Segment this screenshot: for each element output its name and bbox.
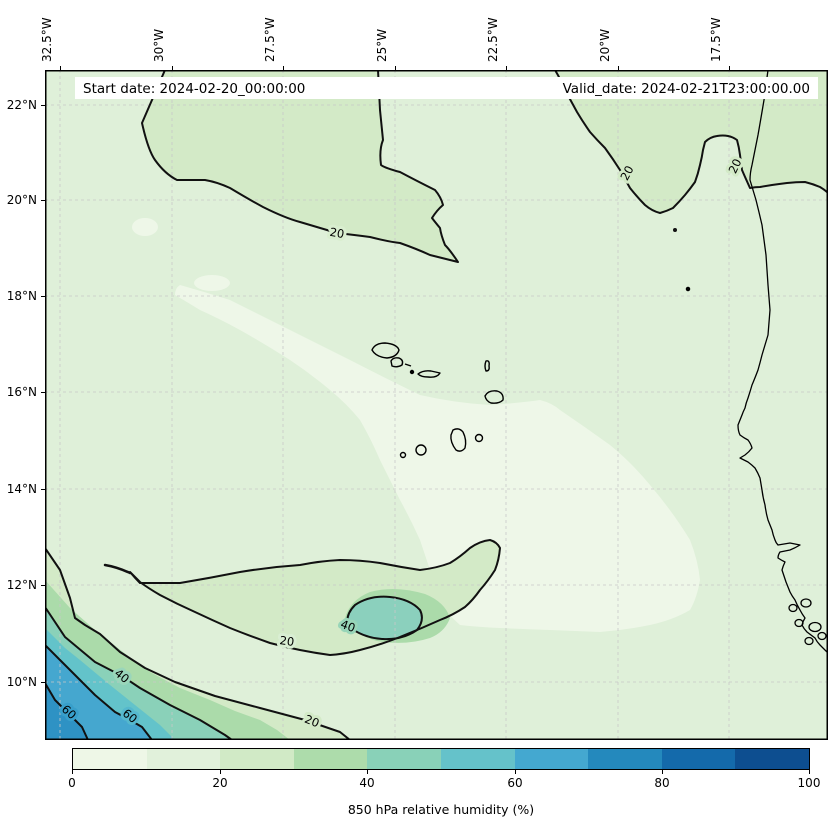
y-axis-tick-label: 12°N [6, 578, 37, 592]
cape-verde-islands [371, 342, 504, 459]
map-frame [45, 70, 828, 740]
colorbar-segment [293, 749, 368, 769]
x-tickmark [618, 66, 619, 70]
colorbar-tickmark [662, 770, 663, 774]
start-date-text: Start date: 2024-02-20_00:00:00 [83, 81, 305, 97]
x-tickmark [172, 66, 173, 70]
y-tickmark [41, 200, 45, 201]
valid-date-text: Valid_date: 2024-02-21T23:00:00.00 [563, 81, 810, 97]
colorbar-tick-label: 20 [212, 776, 228, 790]
colorbar-tick-label: 0 [68, 776, 76, 790]
x-tickmark [283, 66, 284, 70]
date-banner [75, 77, 818, 99]
colorbar [72, 748, 810, 770]
colorbar-tickmark [220, 770, 221, 774]
colorbar-segment [146, 749, 221, 769]
x-tickmark [729, 66, 730, 70]
map-panel: 20 20 20 20 40 20 40 60 60 Start date: 2… [44, 69, 829, 741]
colorbar-tickmark [72, 770, 73, 774]
coastline [685, 69, 829, 654]
dry-region-0-10 [132, 218, 700, 632]
contour-lines [44, 69, 829, 741]
colorbar-segment [367, 749, 441, 769]
y-tickmark [41, 392, 45, 393]
y-tickmark [41, 682, 45, 683]
y-tickmark [41, 105, 45, 106]
colorbar-title: 850 hPa relative humidity (%) [347, 802, 535, 817]
colorbar-segment [440, 749, 515, 769]
x-axis-tick-label: 17.5°W [709, 17, 723, 62]
moist-band-northeast [555, 70, 828, 213]
y-tickmark [41, 489, 45, 490]
colorbar-tickmark [515, 770, 516, 774]
x-axis-tick-label: 27.5°W [263, 17, 277, 62]
colorbar-tickmark [809, 770, 810, 774]
y-tickmark [41, 296, 45, 297]
colorbar-segment [73, 749, 147, 769]
colorbar-tickmark [367, 770, 368, 774]
y-axis-tick-label: 20°N [6, 193, 37, 207]
y-axis-tick-label: 18°N [6, 289, 37, 303]
x-tickmark [395, 66, 396, 70]
y-axis-tick-label: 22°N [6, 98, 37, 112]
colorbar-tick-label: 40 [359, 776, 375, 790]
moist-band-northwest [142, 70, 458, 262]
x-tickmark [506, 66, 507, 70]
y-tickmark [41, 585, 45, 586]
colorbar-segment [588, 749, 662, 769]
colorbar-tick-label: 60 [507, 776, 523, 790]
x-axis-tick-label: 22.5°W [486, 17, 500, 62]
contour-label: 20 [329, 225, 346, 241]
moist-blob-core-40-50 [346, 595, 423, 641]
map-canvas: 20 20 20 20 40 20 40 60 60 Start date: 2… [44, 69, 829, 741]
contour-label: 20 [279, 633, 295, 649]
y-axis-tick-label: 10°N [6, 675, 37, 689]
colorbar-segment [514, 749, 589, 769]
x-axis-tick-label: 20°W [598, 28, 612, 62]
y-axis-tick-label: 16°N [6, 385, 37, 399]
colorbar-segment [735, 749, 809, 769]
x-axis-tick-label: 25°W [375, 28, 389, 62]
x-axis-tick-label: 30°W [152, 28, 166, 62]
x-axis-tick-label: 32.5°W [40, 17, 54, 62]
colorbar-segment [661, 749, 736, 769]
x-tickmark [60, 66, 61, 70]
colorbar-tick-label: 100 [797, 776, 821, 790]
colorbar-segment [220, 749, 294, 769]
y-axis-tick-label: 14°N [6, 482, 37, 496]
colorbar-tick-label: 80 [654, 776, 670, 790]
